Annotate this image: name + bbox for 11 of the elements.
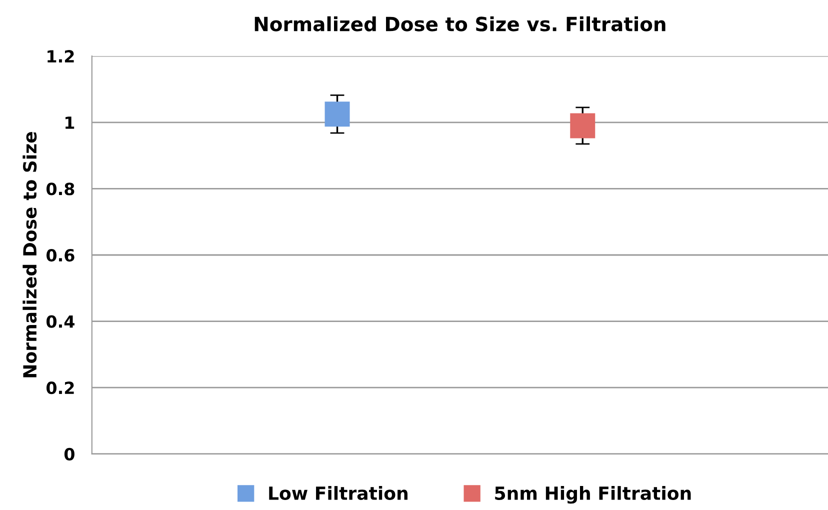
y-tick-label: 1.2	[48, 50, 74, 62]
legend-label: Low Filtration	[269, 486, 408, 500]
y-tick-label: 0.4	[46, 315, 74, 328]
y-tick-label: 0.2	[46, 382, 74, 394]
y-tick-label: 1	[66, 116, 74, 129]
chart-title: Normalized Dose to Size vs. Filtration	[254, 16, 666, 32]
y-tick-label: 0.8	[46, 182, 74, 196]
y-axis-title: Normalized Dose to Size	[22, 132, 37, 378]
y-tick-label: 0.6	[46, 248, 74, 262]
legend-label: 5nm High Filtration	[495, 486, 691, 504]
y-tick-label: 0	[64, 448, 74, 460]
